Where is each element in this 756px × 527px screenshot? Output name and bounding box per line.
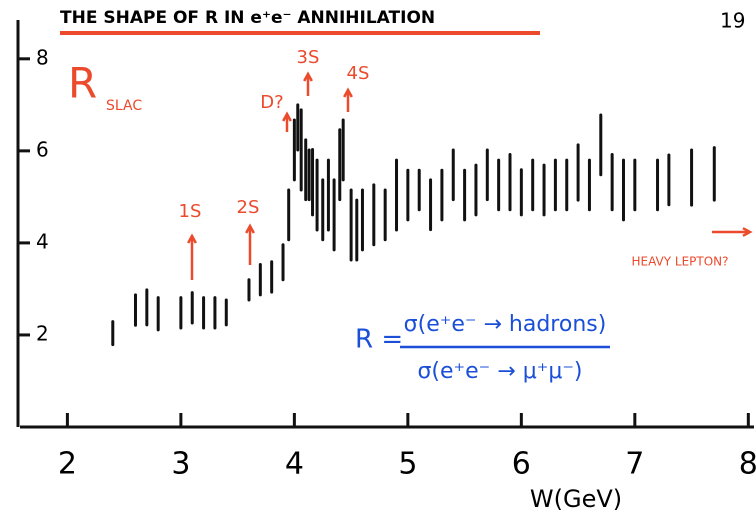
x-tick-label: 2 [58, 447, 77, 482]
arrow-head [282, 111, 292, 122]
y-tick-label: 4 [36, 229, 49, 253]
formula-numerator: σ(e⁺e⁻ → hadrons) [404, 312, 607, 337]
y-tick-label: 8 [36, 45, 49, 69]
y-label-sub: SLAC [106, 98, 142, 114]
y-tick-label: 2 [36, 321, 49, 345]
x-tick-label: 8 [739, 447, 756, 482]
x-tick-label: 4 [285, 447, 304, 482]
annotation: 4S [347, 63, 370, 84]
annotation: 1S [179, 201, 202, 222]
chart-title: THE SHAPE OF R IN e⁺e⁻ ANNIHILATION [60, 8, 435, 28]
arrow-head [742, 227, 753, 237]
x-tick-label: 5 [398, 447, 417, 482]
x-tick-label: 6 [512, 447, 531, 482]
x-tick-label: 3 [171, 447, 190, 482]
page-number: 19 [720, 9, 745, 33]
arrow-head [187, 233, 197, 244]
arrow-head [245, 223, 255, 234]
formula-lhs: R = [355, 325, 403, 355]
x-tick-label: 7 [625, 447, 644, 482]
x-label: W(GeV) [530, 485, 622, 513]
y-label: R [68, 59, 97, 108]
annotation: D? [260, 92, 283, 113]
y-tick-label: 6 [36, 137, 49, 161]
annotation: HEAVY LEPTON? [631, 255, 728, 269]
arrow-head [303, 71, 313, 82]
annotation: 3S [297, 47, 320, 68]
arrow-head [343, 87, 353, 98]
annotation: 2S [237, 197, 260, 218]
formula-denominator: σ(e⁺e⁻ → μ⁺μ⁻) [417, 359, 582, 384]
